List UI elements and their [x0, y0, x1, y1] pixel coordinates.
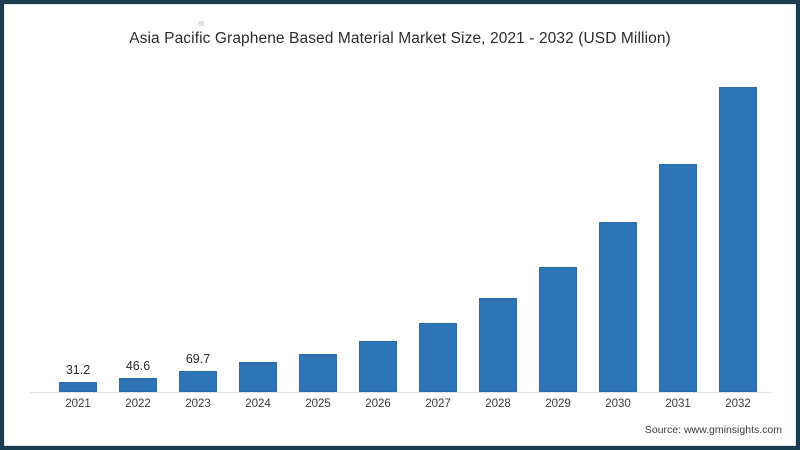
bar-slot	[588, 60, 648, 392]
bar[interactable]	[479, 298, 517, 392]
bar[interactable]	[299, 353, 337, 392]
bar-slot	[408, 60, 468, 392]
bar-slot	[288, 60, 348, 392]
bar-value-label: 31.2	[65, 363, 91, 378]
x-axis-tick-label: 2024	[245, 398, 271, 410]
x-axis-tick-label: 2023	[185, 398, 211, 410]
x-axis-tick-label: 2029	[545, 398, 571, 410]
bar-slot: 46.6	[108, 60, 168, 392]
bar[interactable]	[419, 323, 457, 392]
x-axis-tick-label: 2032	[725, 398, 751, 410]
bar[interactable]	[539, 266, 577, 392]
x-axis-tick-label: 2026	[365, 398, 391, 410]
bar[interactable]	[179, 370, 217, 392]
x-axis-line	[30, 392, 772, 393]
x-axis-tick-label: 2028	[485, 398, 511, 410]
x-axis-tick-label: 2022	[125, 398, 151, 410]
bar-slot	[708, 60, 768, 392]
bar[interactable]	[359, 341, 397, 392]
bar[interactable]	[659, 164, 697, 392]
bar[interactable]	[599, 221, 637, 392]
bar-slot: 31.2	[48, 60, 108, 392]
bar-slot	[348, 60, 408, 392]
bar-slot	[648, 60, 708, 392]
x-axis-tick-label: 2030	[605, 398, 631, 410]
bar-value-label: 69.7	[185, 351, 211, 366]
bar[interactable]	[59, 382, 97, 392]
source-attribution: Source: www.gminsights.com	[644, 424, 782, 436]
x-axis-tick-label: 2021	[65, 398, 91, 410]
bar-slot	[468, 60, 528, 392]
x-axis-tick-label: 2031	[665, 398, 691, 410]
bar-value-label: 46.6	[125, 358, 151, 373]
x-axis-labels: 2021 2022 2023 2024 2025 2026 2027 2028 2029 2030…	[30, 398, 772, 418]
bar[interactable]	[119, 377, 157, 392]
bar[interactable]	[719, 87, 757, 392]
bar-slot: 69.7	[168, 60, 228, 392]
page-title: Asia Pacific Graphene Based Material Mar…	[129, 30, 671, 47]
bar-slot	[528, 60, 588, 392]
bar-series: 31.2 46.6 69.7	[30, 60, 772, 392]
x-axis-tick-label: 2027	[425, 398, 451, 410]
x-axis-tick-label: 2025	[305, 398, 331, 410]
scan-artifact	[198, 21, 204, 26]
bar-slot	[228, 60, 288, 392]
bar[interactable]	[239, 362, 277, 392]
